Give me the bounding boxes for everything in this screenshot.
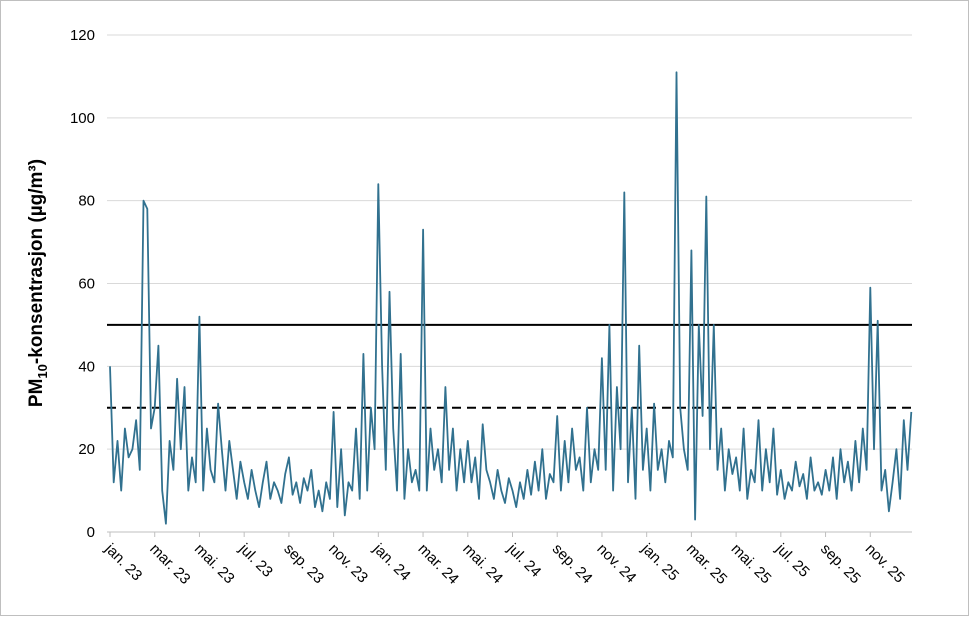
data-line (109, 71, 913, 525)
y-tick-label: 20 (78, 441, 95, 458)
y-axis-label: PM10-konsentrasjon (µg/m³) (26, 159, 50, 407)
y-tick-label: 100 (70, 110, 95, 127)
y-tick-label: 60 (78, 276, 95, 293)
y-tick-label: 0 (87, 524, 95, 541)
y-tick-label: 120 (70, 27, 95, 44)
y-label-sub: 10 (35, 364, 50, 378)
y-tick-label: 80 (78, 193, 95, 210)
y-label-main: PM (26, 379, 47, 408)
y-tick-label: 40 (78, 358, 95, 375)
y-label-rest: -konsentrasjon (µg/m³) (26, 159, 47, 364)
